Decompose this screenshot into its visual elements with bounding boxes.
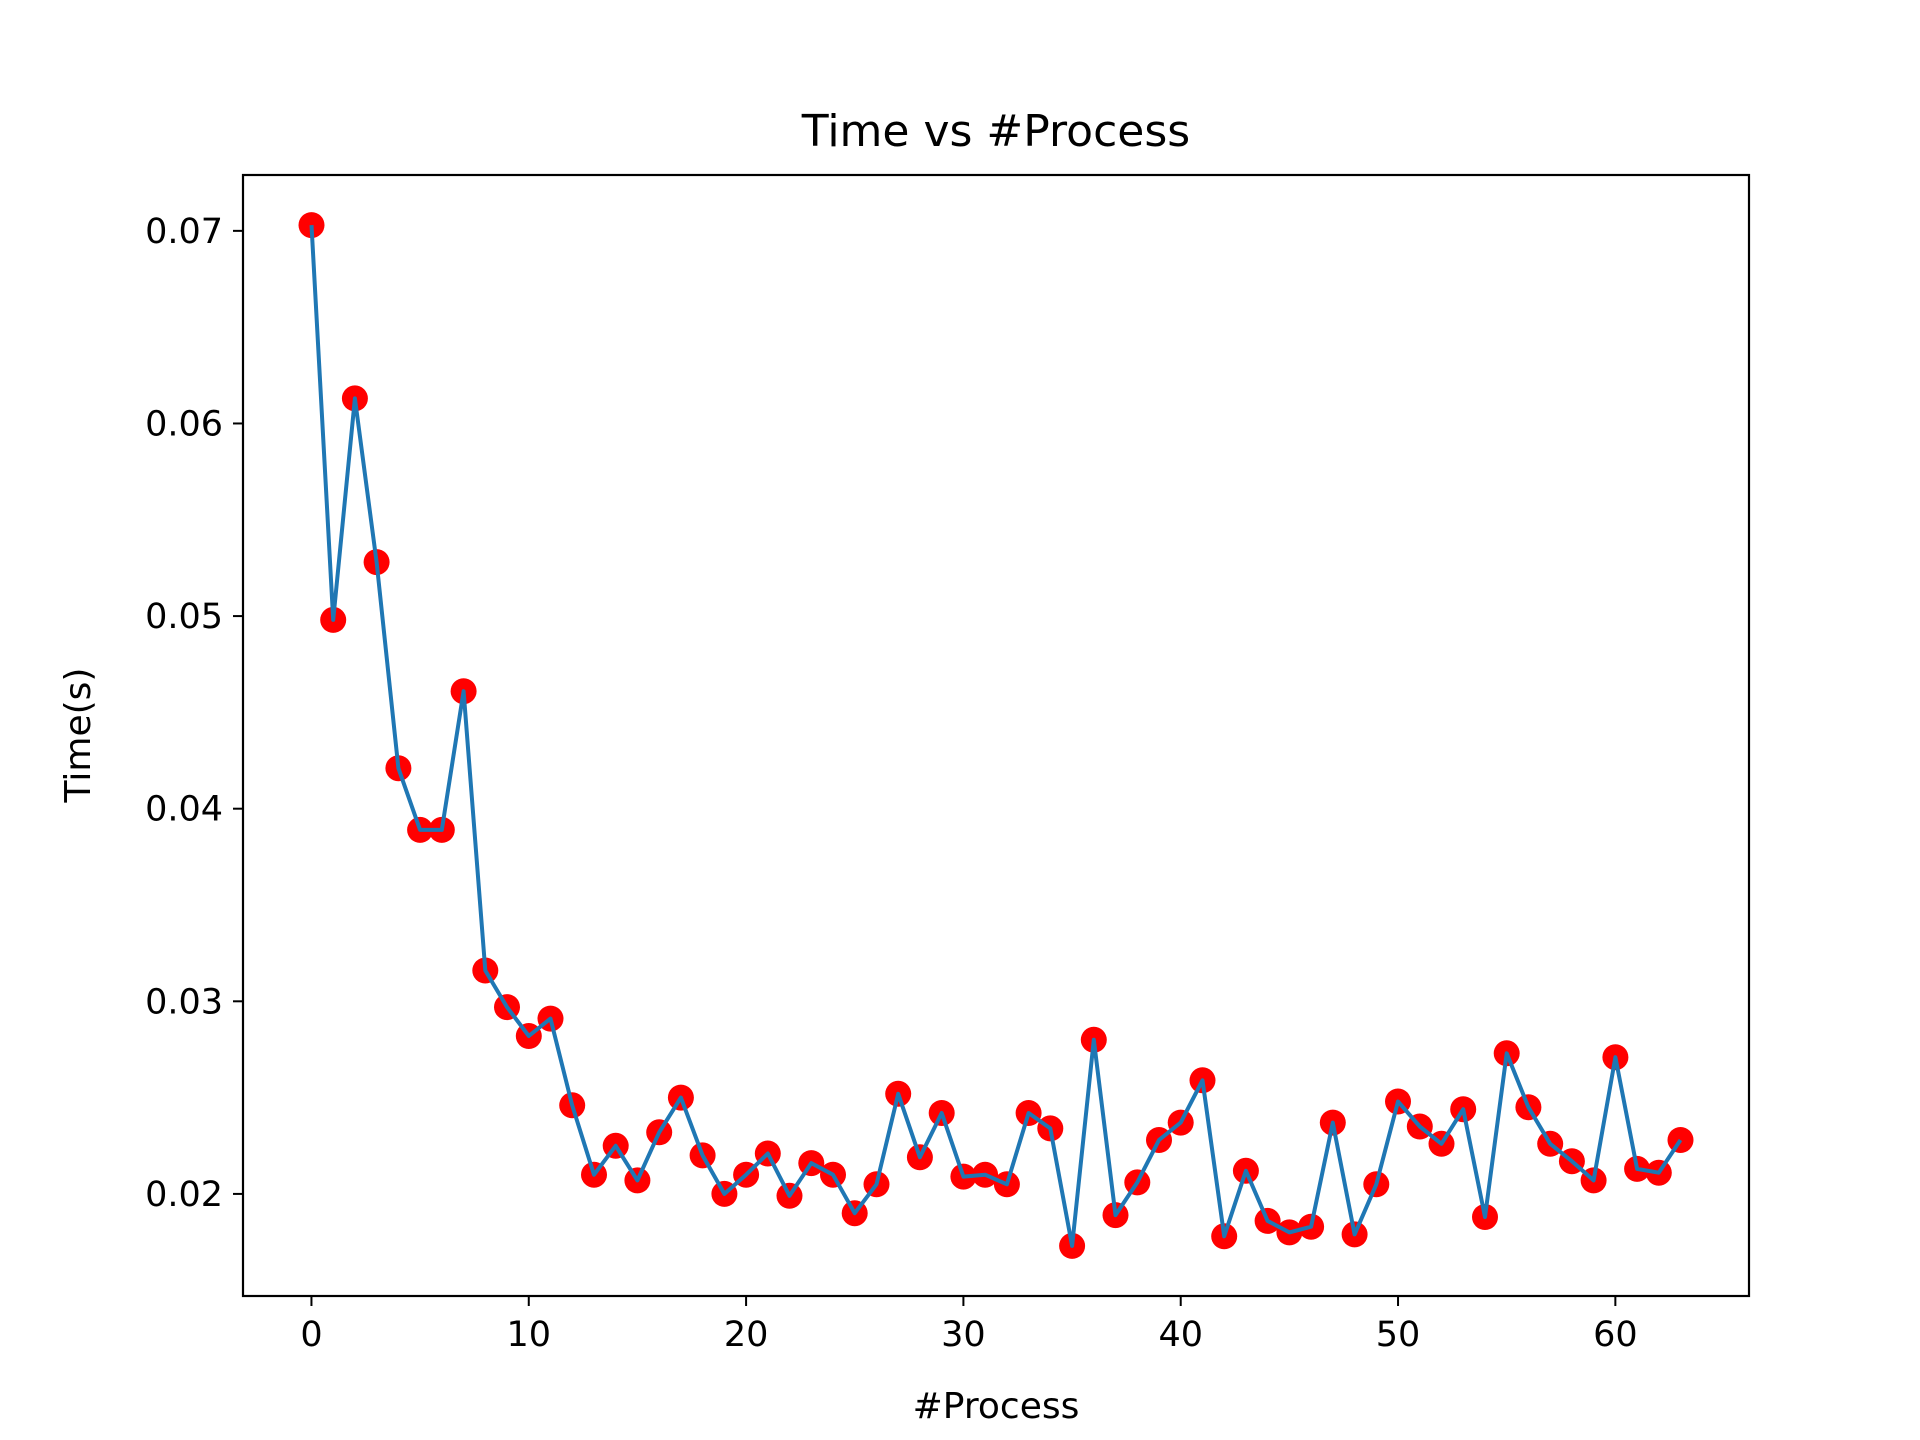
- x-tick-label: 30: [941, 1315, 986, 1355]
- x-tick-label: 40: [1158, 1315, 1203, 1355]
- y-tick-label: 0.07: [145, 212, 223, 252]
- y-tick-label: 0.04: [145, 790, 223, 830]
- y-tick-label: 0.06: [145, 404, 223, 444]
- y-tick-label: 0.03: [145, 982, 223, 1022]
- x-tick-label: 20: [724, 1315, 769, 1355]
- chart-title: Time vs #Process: [801, 106, 1190, 157]
- y-tick-label: 0.02: [145, 1175, 223, 1215]
- y-axis-label: Time(s): [58, 668, 99, 804]
- x-tick-label: 50: [1376, 1315, 1421, 1355]
- plot-area: [298, 212, 1694, 1259]
- y-axis: 0.02 0.03 0.04 0.05 0.06 0.07: [145, 212, 243, 1215]
- axes-frame: [241, 173, 1751, 1298]
- y-tick-label: 0.05: [145, 597, 223, 637]
- x-tick-label: 0: [300, 1315, 322, 1355]
- x-tick-label: 10: [506, 1315, 551, 1355]
- time-series-line: [309, 224, 1683, 1248]
- x-tick-label: 60: [1593, 1315, 1638, 1355]
- x-axis: 0 10 20 30 40 50 60: [300, 1296, 1638, 1355]
- x-axis-label: #Process: [913, 1386, 1080, 1427]
